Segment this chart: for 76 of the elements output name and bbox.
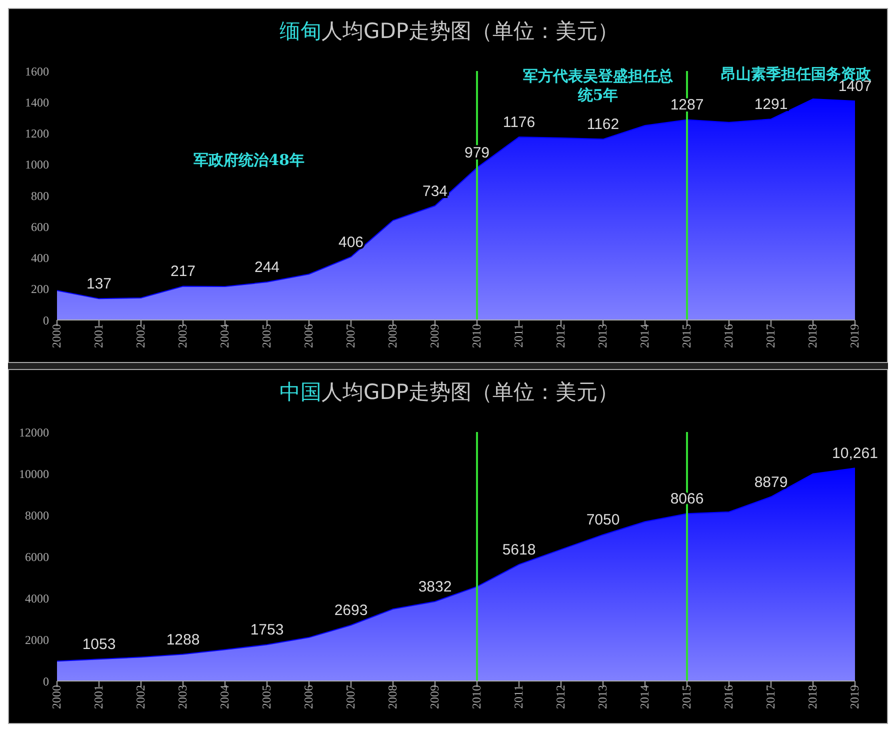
x-tick-label: 2011	[512, 685, 526, 709]
annotation: 军政府统治48年	[192, 151, 306, 170]
x-tick-label: 2008	[386, 685, 400, 709]
x-tick-label: 2009	[428, 324, 442, 348]
data-label: 137	[86, 276, 112, 293]
x-tick-label: 2010	[470, 685, 484, 709]
data-label: 8879	[754, 474, 788, 491]
x-tick-label: 2006	[302, 324, 316, 348]
data-label: 10,261	[832, 445, 878, 462]
y-tick-label: 4000	[25, 591, 49, 606]
x-tick-label: 2002	[134, 324, 148, 348]
x-tick-label: 2007	[344, 685, 358, 709]
y-tick-label: 0	[43, 313, 49, 328]
x-tick-label: 2001	[92, 685, 106, 709]
x-tick-label: 2005	[260, 685, 274, 709]
data-label: 7050	[586, 512, 620, 529]
data-label: 3832	[418, 578, 452, 596]
annotation: 军方代表吴登盛担任总统5年	[523, 67, 673, 104]
x-tick-label: 2003	[176, 324, 190, 348]
x-tick-label: 2007	[344, 324, 358, 348]
x-tick-label: 2019	[848, 324, 862, 348]
x-tick-label: 2012	[554, 685, 568, 709]
x-tick-label: 2002	[134, 685, 148, 709]
y-tick-label: 8000	[25, 508, 49, 522]
annotation: 昂山素季担任国务资政	[721, 65, 871, 83]
y-tick-label: 0	[43, 674, 49, 688]
x-tick-label: 2001	[92, 324, 106, 348]
x-tick-label: 2017	[764, 685, 778, 709]
y-tick-label: 10000	[19, 466, 49, 481]
data-label: 5618	[502, 541, 536, 558]
y-tick-label: 6000	[25, 550, 49, 564]
data-label: 1176	[502, 114, 536, 131]
data-label: 406	[338, 234, 364, 251]
chart-title: 中国人均GDP走势图（单位：美元）	[278, 379, 620, 406]
x-tick-label: 2015	[680, 685, 694, 709]
chart-title: 缅甸人均GDP走势图（单位：美元）	[278, 18, 620, 45]
x-tick-label: 2003	[176, 685, 190, 709]
x-tick-label: 2018	[806, 324, 820, 348]
y-tick-label: 600	[31, 220, 49, 234]
y-tick-label: 1400	[25, 95, 49, 110]
x-tick-label: 2005	[260, 324, 274, 348]
y-tick-label: 1200	[25, 126, 49, 141]
x-tick-label: 2014	[638, 685, 652, 709]
x-tick-label: 2014	[638, 324, 652, 348]
y-tick-label: 1000	[25, 158, 49, 172]
x-tick-label: 2008	[386, 324, 400, 348]
x-tick-label: 2013	[596, 324, 610, 348]
x-tick-label: 2004	[218, 685, 232, 709]
data-label: 2693	[334, 602, 368, 620]
x-tick-label: 2006	[302, 685, 316, 709]
data-label: 1753	[250, 622, 284, 639]
data-label: 734	[422, 182, 448, 200]
data-label: 1288	[166, 631, 200, 648]
data-label: 244	[254, 259, 280, 276]
x-tick-label: 2010	[470, 324, 484, 348]
data-label: 1053	[82, 636, 116, 654]
x-tick-label: 2019	[848, 685, 862, 709]
x-tick-label: 2011	[512, 324, 526, 348]
x-tick-label: 2015	[680, 324, 694, 348]
x-tick-label: 2012	[554, 324, 568, 348]
x-tick-label: 2016	[722, 324, 736, 348]
y-tick-label: 1600	[25, 64, 49, 78]
data-label: 1291	[754, 96, 788, 114]
y-tick-label: 800	[31, 188, 49, 203]
x-tick-label: 2018	[806, 685, 820, 709]
data-label: 1162	[586, 116, 620, 134]
x-tick-label: 2016	[722, 685, 736, 709]
x-tick-label: 2013	[596, 685, 610, 709]
data-label: 217	[170, 263, 196, 280]
x-tick-label: 2017	[764, 324, 778, 348]
y-tick-label: 12000	[19, 425, 49, 440]
y-tick-label: 400	[31, 251, 49, 266]
x-tick-label: 2004	[218, 324, 232, 348]
x-tick-label: 2009	[428, 685, 442, 709]
y-tick-label: 2000	[25, 632, 49, 647]
y-tick-label: 200	[31, 282, 49, 296]
